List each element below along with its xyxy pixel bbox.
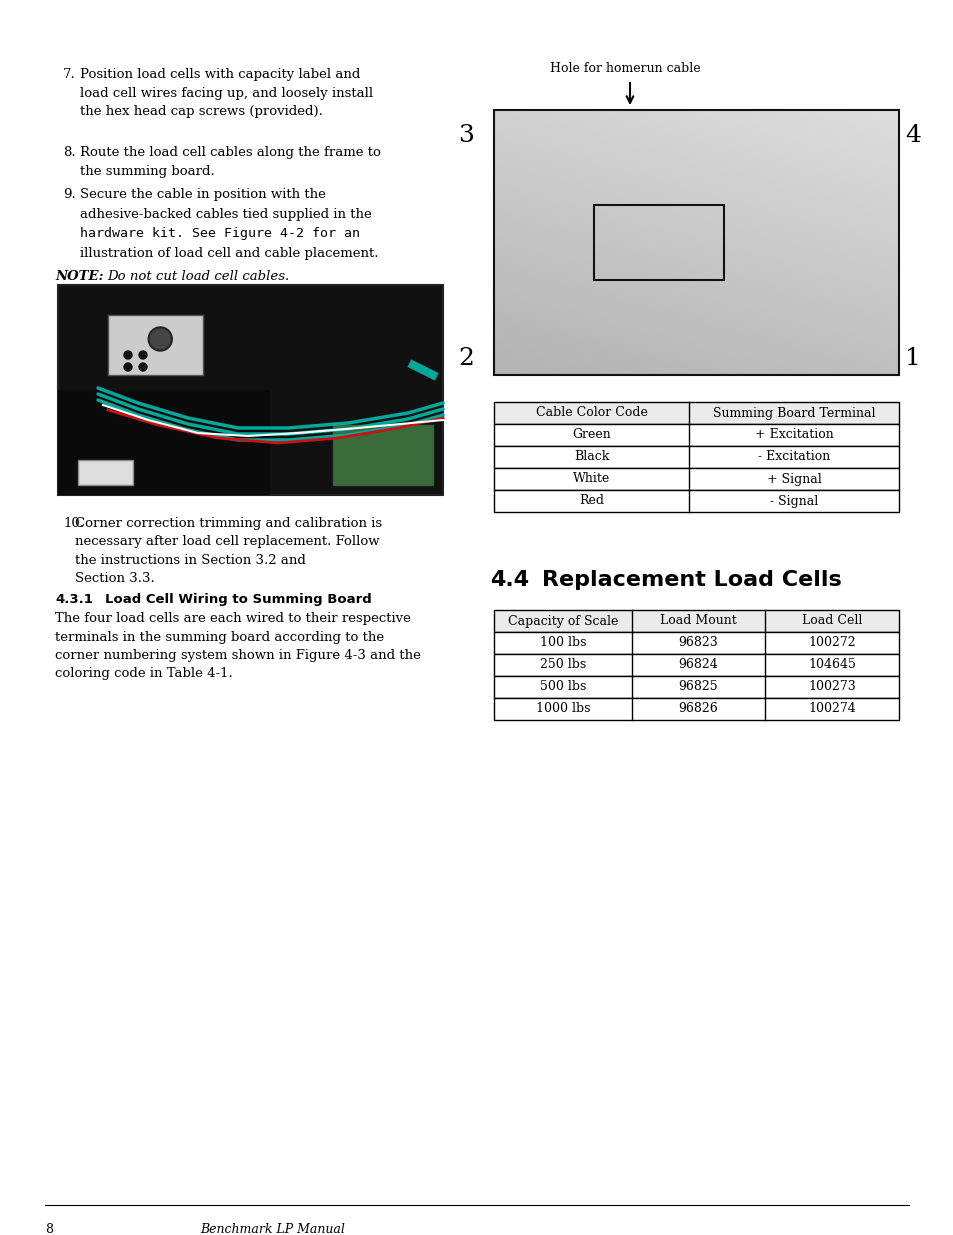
Text: Position load cells with capacity label and
load cell wires facing up, and loose: Position load cells with capacity label … xyxy=(80,68,373,119)
Text: Replacement Load Cells: Replacement Load Cells xyxy=(541,571,841,590)
Text: 2: 2 xyxy=(457,347,474,370)
Bar xyxy=(494,490,898,513)
Text: Secure the cable in position with the: Secure the cable in position with the xyxy=(80,188,326,201)
Text: + Excitation: + Excitation xyxy=(754,429,833,441)
Text: White: White xyxy=(572,473,610,485)
Bar xyxy=(58,390,270,495)
Text: 250 lbs: 250 lbs xyxy=(539,658,585,672)
Text: Benchmark LP Manual: Benchmark LP Manual xyxy=(200,1223,345,1235)
Text: 8: 8 xyxy=(45,1223,53,1235)
Text: + Signal: + Signal xyxy=(766,473,821,485)
Bar xyxy=(494,110,898,375)
Bar xyxy=(494,468,898,490)
Circle shape xyxy=(124,363,132,370)
Text: Red: Red xyxy=(578,494,603,508)
Circle shape xyxy=(139,351,147,359)
Text: Load Mount: Load Mount xyxy=(659,615,736,627)
Text: NOTE:: NOTE: xyxy=(55,270,103,283)
Text: Green: Green xyxy=(572,429,610,441)
Text: The four load cells are each wired to their respective
terminals in the summing : The four load cells are each wired to th… xyxy=(55,613,420,680)
Text: 96826: 96826 xyxy=(678,703,718,715)
Bar xyxy=(494,632,898,655)
Text: 7.: 7. xyxy=(63,68,75,82)
Text: 4.3.1: 4.3.1 xyxy=(55,593,92,606)
Bar xyxy=(58,285,442,495)
Text: 96825: 96825 xyxy=(678,680,718,694)
Bar xyxy=(494,424,898,446)
Text: 1000 lbs: 1000 lbs xyxy=(536,703,590,715)
Text: 9.: 9. xyxy=(63,188,75,201)
Bar xyxy=(494,655,898,676)
Bar xyxy=(108,315,203,375)
Text: 4.4: 4.4 xyxy=(490,571,529,590)
Circle shape xyxy=(150,329,170,350)
Text: Black: Black xyxy=(573,451,609,463)
Text: Corner correction trimming and calibration is
necessary after load cell replacem: Corner correction trimming and calibrati… xyxy=(75,517,382,585)
Text: adhesive-backed cables tied supplied in the: adhesive-backed cables tied supplied in … xyxy=(80,207,372,221)
Text: 500 lbs: 500 lbs xyxy=(539,680,585,694)
Text: 1: 1 xyxy=(904,347,920,370)
Bar xyxy=(494,610,898,632)
Text: 100273: 100273 xyxy=(807,680,855,694)
Bar xyxy=(494,698,898,720)
Bar xyxy=(494,446,898,468)
Text: 100274: 100274 xyxy=(807,703,855,715)
Text: 96823: 96823 xyxy=(678,636,718,650)
Bar xyxy=(333,425,433,485)
Text: Hole for homerun cable: Hole for homerun cable xyxy=(549,62,700,75)
Text: Load Cell Wiring to Summing Board: Load Cell Wiring to Summing Board xyxy=(105,593,372,606)
Text: 100 lbs: 100 lbs xyxy=(539,636,586,650)
Text: Summing Board Terminal: Summing Board Terminal xyxy=(712,406,874,420)
Text: 100272: 100272 xyxy=(807,636,855,650)
Text: 4: 4 xyxy=(904,124,920,147)
Bar xyxy=(494,676,898,698)
Text: 10.: 10. xyxy=(63,517,84,530)
Text: Capacity of Scale: Capacity of Scale xyxy=(507,615,618,627)
Text: Cable Color Code: Cable Color Code xyxy=(535,406,647,420)
Text: 3: 3 xyxy=(457,124,474,147)
Bar xyxy=(594,205,723,280)
Text: Route the load cell cables along the frame to
the summing board.: Route the load cell cables along the fra… xyxy=(80,146,380,178)
Circle shape xyxy=(139,363,147,370)
Bar xyxy=(78,459,132,485)
Text: 104645: 104645 xyxy=(807,658,855,672)
Text: 96824: 96824 xyxy=(678,658,718,672)
Bar xyxy=(494,403,898,424)
Circle shape xyxy=(124,351,132,359)
Text: 8.: 8. xyxy=(63,146,75,159)
Text: illustration of load cell and cable placement.: illustration of load cell and cable plac… xyxy=(80,247,378,259)
Text: - Signal: - Signal xyxy=(769,494,818,508)
Circle shape xyxy=(148,327,172,351)
Text: hardware kit. See Figure 4-2 for an: hardware kit. See Figure 4-2 for an xyxy=(80,227,359,241)
Text: Do not cut load cell cables.: Do not cut load cell cables. xyxy=(107,270,289,283)
Text: - Excitation: - Excitation xyxy=(757,451,829,463)
Text: Load Cell: Load Cell xyxy=(801,615,862,627)
